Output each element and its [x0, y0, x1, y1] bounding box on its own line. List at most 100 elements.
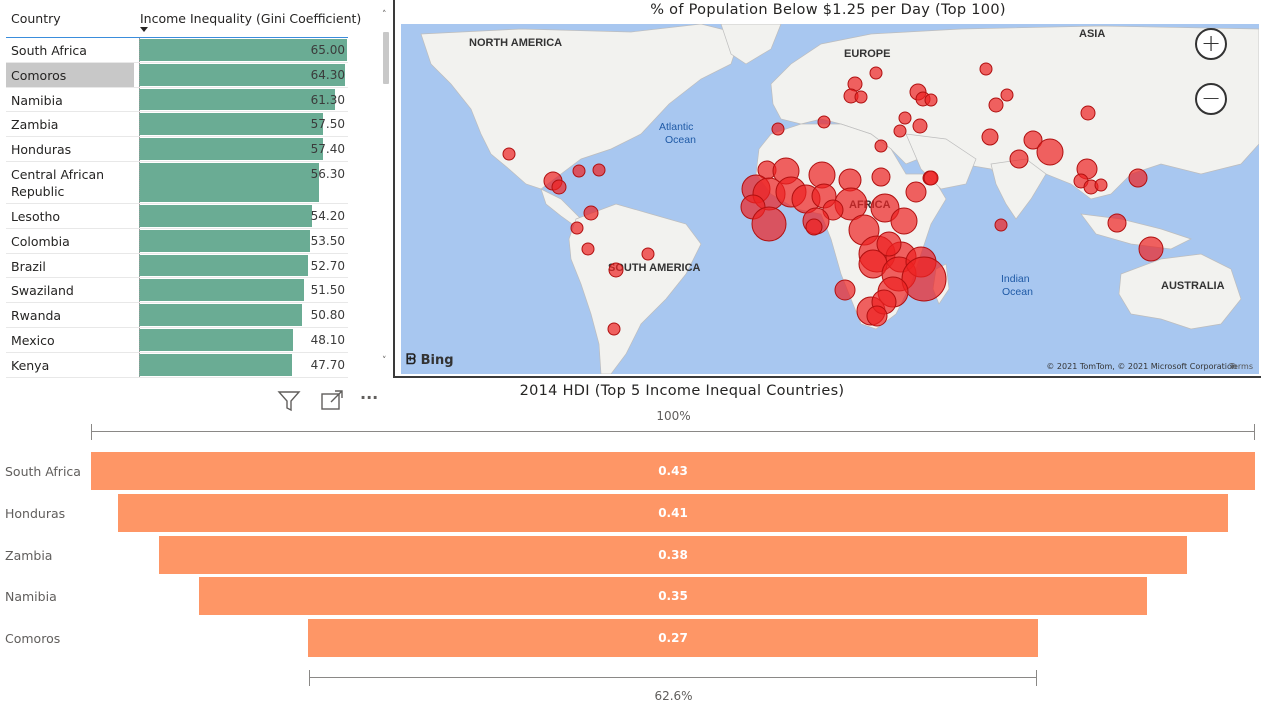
column-header-gini[interactable]: Income Inequality (Gini Coefficient)	[140, 11, 362, 26]
gini-value: 47.70	[310, 357, 345, 372]
gini-cell[interactable]: 53.50	[139, 229, 347, 252]
filter-icon[interactable]	[276, 388, 302, 414]
focus-mode-icon[interactable]	[319, 388, 345, 414]
country-cell[interactable]: Colombia	[11, 233, 70, 249]
gini-cell[interactable]: 50.80	[139, 304, 347, 326]
map-bubble	[581, 242, 595, 256]
funnel-bar[interactable]	[158, 535, 1188, 574]
gini-data-bar	[139, 304, 302, 326]
map-bubble	[979, 62, 993, 76]
label-north-america: NORTH AMERICA	[469, 37, 562, 49]
gini-cell[interactable]: 56.30	[139, 163, 347, 202]
gini-cell[interactable]: 52.70	[139, 254, 347, 277]
gini-cell[interactable]: 65.00	[139, 39, 347, 61]
gini-value: 64.30	[310, 67, 345, 82]
map-bubble	[871, 167, 891, 187]
scroll-thumb[interactable]	[383, 32, 389, 84]
gini-cell[interactable]: 61.30	[139, 88, 347, 111]
map-bubble	[890, 207, 918, 235]
gini-cell[interactable]: 48.10	[139, 329, 347, 351]
map-bubble	[817, 115, 831, 129]
bing-logo: ᗸ Bing	[406, 352, 454, 368]
country-cell[interactable]: Rwanda	[11, 308, 62, 324]
table-row[interactable]: Colombia 53.50	[6, 228, 348, 254]
table-row[interactable]: Mexico 48.10	[6, 328, 348, 353]
gini-cell[interactable]: 57.50	[139, 113, 347, 136]
label-south-america: SOUTH AMERICA	[608, 262, 701, 274]
visual-header-toolbar: ···	[276, 388, 396, 414]
world-map[interactable]: NORTH AMERICA EUROPE ASIA AFRICA SOUTH A…	[401, 24, 1259, 374]
gini-cell[interactable]: 51.50	[139, 279, 347, 302]
funnel-bar[interactable]	[118, 493, 1228, 532]
map-bubble	[901, 256, 947, 302]
country-cell[interactable]: Zambia	[11, 117, 59, 133]
gini-data-bar	[139, 88, 336, 111]
zoom-out-button[interactable]: −	[1195, 83, 1227, 115]
table-row[interactable]: Central African Republic 56.30	[6, 162, 348, 204]
label-atlantic-2: Ocean	[665, 134, 696, 146]
gini-data-bar	[139, 138, 323, 160]
scroll-up-icon[interactable]: ˄	[382, 10, 387, 20]
map-bubble	[1000, 88, 1014, 102]
country-cell[interactable]: Brazil	[11, 258, 46, 274]
table-row[interactable]: South Africa 65.00	[6, 38, 348, 63]
land-south-america	[568, 203, 702, 374]
country-cell[interactable]: Lesotho	[11, 209, 61, 224]
country-cell[interactable]: Kenya	[11, 357, 50, 373]
table-row[interactable]: Rwanda 50.80	[6, 303, 348, 328]
country-cell[interactable]: Honduras	[11, 142, 72, 158]
gini-cell[interactable]: 57.40	[139, 138, 347, 160]
table-row[interactable]: Honduras 57.40	[6, 137, 348, 162]
map-bubble	[893, 124, 907, 138]
map-copyright: © 2021 TomTom, © 2021 Microsoft Corporat…	[1046, 362, 1237, 371]
column-header-country[interactable]: Country	[11, 11, 61, 26]
funnel-bar[interactable]	[307, 619, 1039, 658]
gini-cell[interactable]: 47.70	[139, 353, 347, 376]
map-bubble	[869, 66, 883, 80]
table-row[interactable]: Lesotho 54.20	[6, 204, 348, 229]
gini-data-bar	[139, 279, 304, 302]
gini-table-visual[interactable]: Country Income Inequality (Gini Coeffici…	[0, 0, 393, 378]
column-divider	[139, 137, 140, 161]
funnel-top-percent: 100%	[656, 409, 691, 423]
map-bubble	[866, 305, 888, 327]
label-europe: EUROPE	[844, 48, 890, 60]
country-cell[interactable]: Mexico	[11, 333, 55, 348]
sort-descending-icon[interactable]	[140, 27, 148, 32]
map-bubble	[924, 93, 938, 107]
more-options-icon[interactable]: ···	[360, 388, 379, 407]
land-indonesia	[1080, 213, 1192, 250]
country-cell[interactable]: Comoros	[11, 67, 67, 83]
map-terms-link[interactable]: Terms	[1229, 362, 1253, 371]
poverty-map-visual[interactable]: % of Population Below $1.25 per Day (Top…	[393, 0, 1261, 378]
funnel-category-label: Comoros	[5, 631, 61, 647]
table-row[interactable]: Kenya 47.70	[6, 352, 348, 378]
selected-row-highlight	[6, 62, 134, 87]
gini-cell[interactable]: 64.30	[139, 63, 347, 86]
table-row[interactable]: Swaziland 51.50	[6, 278, 348, 304]
gini-value: 57.40	[310, 142, 345, 157]
funnel-bar[interactable]	[91, 452, 1255, 490]
funnel-bar[interactable]	[199, 577, 1147, 616]
country-cell[interactable]: Namibia	[11, 92, 63, 108]
funnel-category-label: Namibia	[5, 589, 57, 605]
table-row[interactable]: Namibia 61.30	[6, 87, 348, 113]
gini-cell[interactable]: 54.20	[139, 205, 347, 227]
table-row[interactable]: Comoros 64.30	[6, 62, 348, 88]
scroll-down-icon[interactable]: ˅	[382, 356, 387, 366]
zoom-in-button[interactable]: +	[1195, 28, 1227, 60]
map-canvas[interactable]: NORTH AMERICA EUROPE ASIA AFRICA SOUTH A…	[401, 24, 1259, 374]
country-cell[interactable]: South Africa	[11, 43, 87, 58]
country-cell[interactable]: Central African Republic	[11, 167, 105, 199]
country-cell[interactable]: Swaziland	[11, 283, 74, 299]
table-scrollbar[interactable]: ˄ ˅	[382, 10, 390, 366]
map-bubble	[592, 163, 606, 177]
column-divider	[139, 162, 140, 203]
gini-data-bar	[139, 163, 320, 202]
hdi-funnel-visual[interactable]: ··· 2014 HDI (Top 5 Income Inequal Count…	[0, 380, 1261, 706]
column-divider	[139, 38, 140, 62]
funnel-data-label: 0.35	[658, 589, 688, 604]
gini-value: 54.20	[310, 209, 345, 223]
table-row[interactable]: Brazil 52.70	[6, 253, 348, 279]
table-row[interactable]: Zambia 57.50	[6, 112, 348, 138]
